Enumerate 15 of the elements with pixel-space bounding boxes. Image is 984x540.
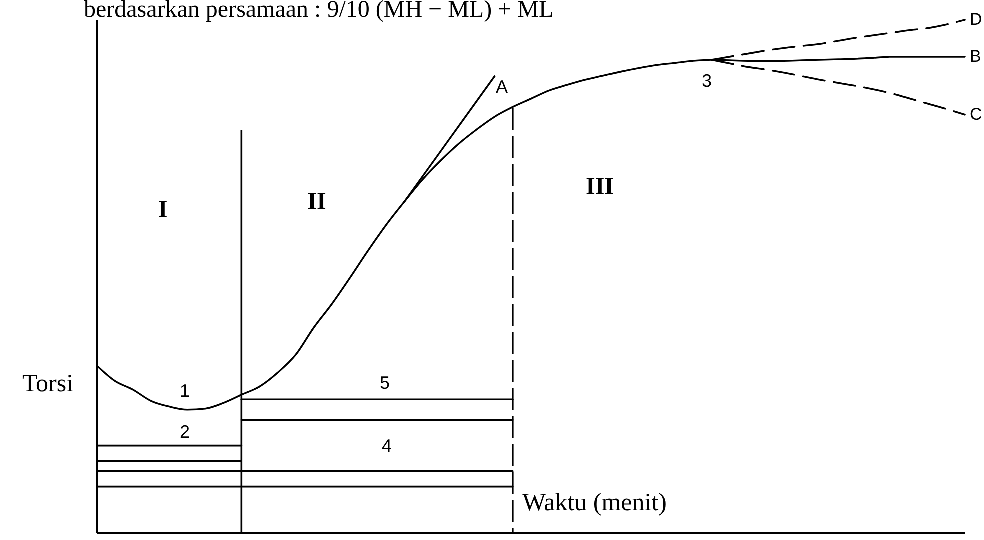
annotation: III [586,174,614,200]
annotation: 5 [380,373,390,393]
annotation: 2 [180,422,190,442]
y-axis-title: Torsi [22,370,74,398]
x-axis-title: Waktu (menit) [522,490,667,516]
annotation: 1 [180,381,190,401]
annotation: II [308,189,326,215]
annotation: I [158,197,168,223]
annotation: 3 [702,71,712,91]
series-label: D [970,10,982,29]
annotation: berdasarkan persamaan : 9/10 (MH − ML) + ML [84,0,554,23]
annotation: 4 [382,436,392,456]
annotation: A [496,77,508,97]
series-label: C [970,104,982,124]
series-label: B [970,46,982,66]
